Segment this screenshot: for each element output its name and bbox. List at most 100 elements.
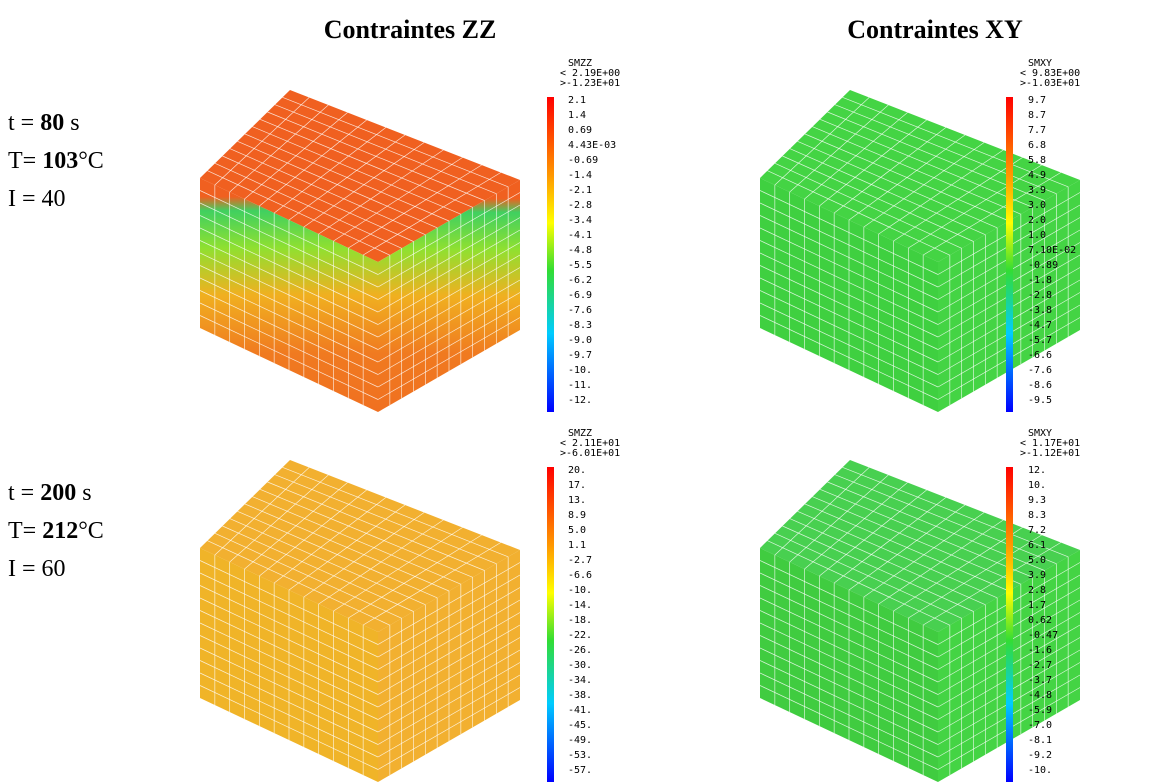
colorbar-label: -6.6 <box>1028 350 1052 361</box>
colorbar-label: -6.9 <box>568 290 592 301</box>
mesh-line <box>207 540 390 626</box>
colorbar-label: -8.1 <box>1028 735 1052 746</box>
colorbar-label: -10. <box>568 585 592 596</box>
colorbar-label: 13. <box>568 495 586 506</box>
colorbar-label: -2.1 <box>568 185 592 196</box>
colorbar-label: -6.6 <box>568 570 592 581</box>
row-label: t = 80 s <box>8 110 80 136</box>
mesh-line <box>377 687 521 770</box>
colorbar-label: 0.62 <box>1028 615 1052 626</box>
colorbar-label: 4.9 <box>1028 170 1046 181</box>
colorbar-label: -41. <box>568 705 592 716</box>
colorbar-label: 9.7 <box>1028 95 1046 106</box>
colorbar-label: 4.43E-03 <box>568 140 616 151</box>
colorbar-label: 7.7 <box>1028 125 1046 136</box>
colorbar-label: -10. <box>568 365 592 376</box>
mesh-line <box>377 674 521 758</box>
colorbar-label: 10. <box>1028 480 1046 491</box>
colorbar-label: -10. <box>1028 765 1052 776</box>
colorbar-label: 0.69 <box>568 125 592 136</box>
colorbar-label: 3.9 <box>1028 570 1046 581</box>
colorbar-label: -22. <box>568 630 592 641</box>
colorbar-label: 1.1 <box>568 540 586 551</box>
colorbar-label: -9.5 <box>1028 395 1052 406</box>
colorbar-label: 6.1 <box>1028 540 1046 551</box>
colorbar-label: -7.0 <box>1028 720 1052 731</box>
mesh-line <box>922 172 1062 256</box>
colorbar-label: -5.5 <box>568 260 592 271</box>
label-part: I = 40 <box>8 186 66 212</box>
mesh-line <box>759 685 939 770</box>
colorbar-label: -8.3 <box>568 320 592 331</box>
colorbar-label: -3.4 <box>568 215 592 226</box>
colorbar-label: 9.3 <box>1028 495 1046 506</box>
colorbar-label: -3.7 <box>1028 675 1052 686</box>
legend-title: SMZZ <box>568 428 592 439</box>
cube-top <box>200 90 520 262</box>
colorbar-label: -6.2 <box>568 275 592 286</box>
cube <box>759 90 1081 412</box>
mesh-line <box>377 317 521 400</box>
colorbar-label: 2.8 <box>1028 585 1046 596</box>
colorbar-label: -5.7 <box>1028 335 1052 346</box>
label-part: T= <box>8 518 42 544</box>
colorbar-label: 7.2 <box>1028 525 1046 536</box>
mesh-line <box>759 302 939 388</box>
legend-min: >-1.23E+01 <box>560 78 620 89</box>
row-label: I = 60 <box>8 556 66 582</box>
colorbar-label: 1.4 <box>568 110 586 121</box>
colorbar <box>547 467 554 782</box>
mesh-line <box>767 540 950 626</box>
legend-max: < 9.83E+00 <box>1020 68 1080 79</box>
colorbar-label: 5.8 <box>1028 155 1046 166</box>
legend-max: < 2.11E+01 <box>560 438 620 449</box>
colorbar-label: -5.9 <box>1028 705 1052 716</box>
colorbar-label: 8.3 <box>1028 510 1046 521</box>
colorbar-label: -8.6 <box>1028 380 1052 391</box>
colorbar-label: -9.0 <box>568 335 592 346</box>
colorbar-label: 2.1 <box>568 95 586 106</box>
colorbar-label: -9.2 <box>1028 750 1052 761</box>
colorbar-label: -49. <box>568 735 592 746</box>
colorbar-label: -2.8 <box>568 200 592 211</box>
legend-min: >-1.03E+01 <box>1020 78 1080 89</box>
legend-title: SMZZ <box>568 58 592 69</box>
colorbar-label: -38. <box>568 690 592 701</box>
colorbar-label: 5.0 <box>1028 555 1046 566</box>
colorbar-label: -14. <box>568 600 592 611</box>
legend-title: SMXY <box>1028 428 1052 439</box>
legend-max: < 1.17E+01 <box>1020 438 1080 449</box>
colorbar-label: -0.69 <box>568 155 598 166</box>
mesh-line <box>207 170 390 256</box>
colorbar-label: 20. <box>568 465 586 476</box>
mesh-line <box>199 302 379 388</box>
mesh-line <box>362 542 502 626</box>
column-title: Contraintes XY <box>847 15 1023 44</box>
mesh-line <box>767 170 950 256</box>
row-label: T= 103°C <box>8 148 104 174</box>
cube-top <box>760 90 1080 262</box>
colorbar-label: 7.10E-02 <box>1028 245 1076 256</box>
colorbar-label: -2.7 <box>568 555 592 566</box>
row-label: I = 40 <box>8 186 66 212</box>
colorbar <box>1006 97 1013 412</box>
legend-title: SMXY <box>1028 58 1052 69</box>
colorbar-label: -0.89 <box>1028 260 1058 271</box>
mesh-line <box>362 172 502 256</box>
label-part: T= <box>8 148 42 174</box>
mesh-line <box>199 315 379 400</box>
colorbar-label: 1.7 <box>1028 600 1046 611</box>
colorbar-label: -7.6 <box>1028 365 1052 376</box>
label-part: I = 60 <box>8 556 66 582</box>
colorbar-label: -4.8 <box>568 245 592 256</box>
colorbar-label: -4.1 <box>568 230 592 241</box>
label-part: °C <box>78 148 104 174</box>
colorbar-label: -45. <box>568 720 592 731</box>
colorbar-label: -1.6 <box>1028 645 1052 656</box>
colorbar-label: -1.4 <box>568 170 592 181</box>
label-part: t = <box>8 110 40 136</box>
mesh-line <box>199 685 379 770</box>
label-part: s <box>76 480 91 506</box>
colorbar-label: -7.6 <box>568 305 592 316</box>
colorbar-label: 6.8 <box>1028 140 1046 151</box>
